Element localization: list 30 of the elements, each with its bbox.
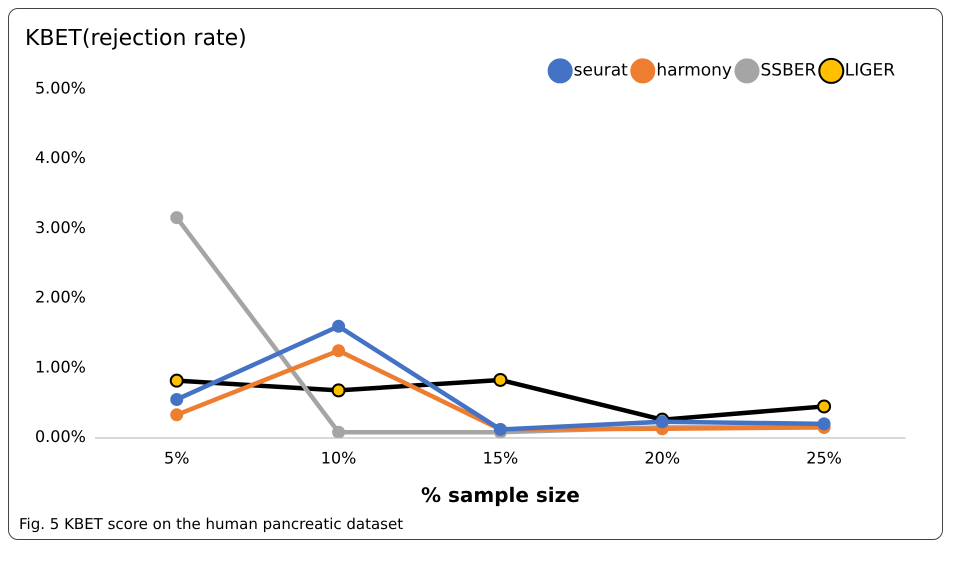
point [817, 399, 832, 414]
x-tick-label: 25% [806, 448, 842, 468]
point [818, 417, 831, 430]
legend-label: LIGER [844, 60, 896, 80]
x-axis-title: % sample size [420, 483, 580, 508]
legend-label: harmony [656, 60, 732, 80]
x-tick-label: 15% [482, 448, 518, 468]
chart-title: KBET(rejection rate) [25, 26, 247, 51]
point [332, 426, 346, 438]
x-tick-label: 10% [320, 448, 356, 468]
y-tick-label: 4.00% [35, 148, 86, 168]
legend-label: SSBER [760, 60, 816, 80]
y-tick-label: 3.00% [35, 218, 86, 237]
point [170, 408, 184, 422]
y-tick-label: 1.00% [35, 357, 86, 376]
point [332, 320, 346, 333]
y-tick-label: 2.00% [35, 288, 86, 307]
point [332, 344, 346, 358]
x-tick-label: 20% [644, 448, 680, 468]
point [170, 392, 184, 406]
point [170, 211, 184, 224]
caption: Fig. 5 KBET score on the human pancreatic dataset [18, 514, 404, 535]
point [493, 372, 508, 387]
y-tick-label: 5.00% [35, 78, 86, 98]
point [170, 374, 184, 388]
x-tick-label: 5% [164, 448, 190, 468]
point [332, 383, 346, 398]
legend-label: seurat [574, 60, 628, 80]
point [656, 415, 669, 428]
y-tick-label: 0.00% [35, 426, 86, 446]
